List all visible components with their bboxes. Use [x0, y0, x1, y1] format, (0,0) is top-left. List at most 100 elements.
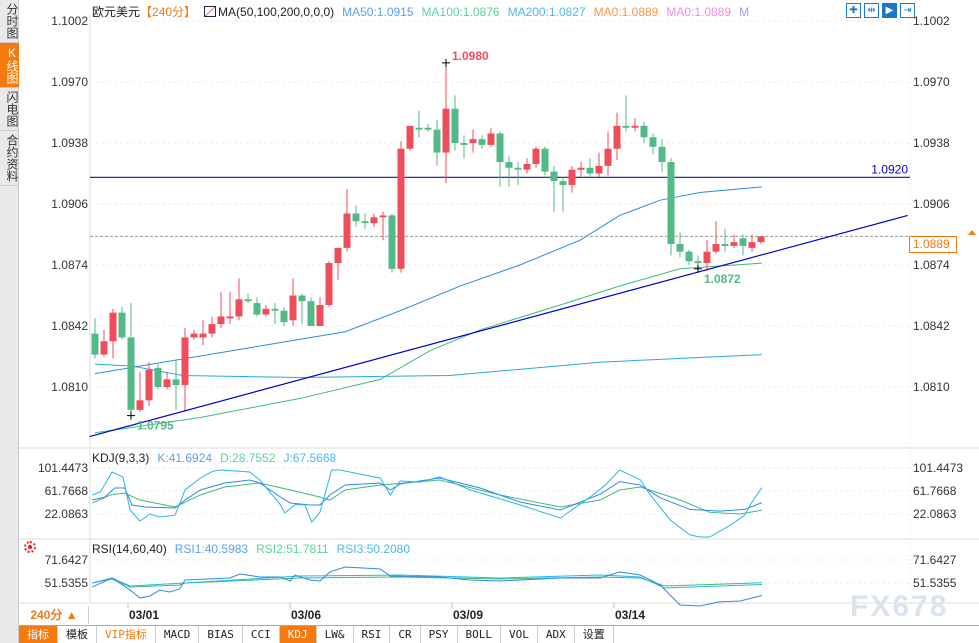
exit-right-icon[interactable]: ⇥	[900, 3, 915, 18]
kdj-tick-right: 61.7668	[913, 484, 957, 498]
trendline	[89, 214, 908, 438]
settings-gear-icon[interactable]	[24, 541, 36, 553]
toolbar-tab[interactable]: 指标	[19, 626, 58, 643]
tab-timeshare[interactable]: 分时图	[0, 0, 19, 43]
rsi-tick-right: 71.6427	[913, 553, 957, 567]
candle	[244, 299, 252, 302]
toolbar-tab[interactable]: KDJ	[279, 626, 317, 643]
candle	[307, 301, 315, 326]
candle	[586, 167, 594, 174]
candle	[487, 133, 495, 145]
fit-range-icon[interactable]: ⇹	[864, 3, 879, 18]
candle	[478, 139, 486, 145]
candle	[370, 217, 378, 224]
toolbar-tab[interactable]: BOLL	[458, 626, 501, 643]
kdj-title[interactable]: KDJ(9,3,3)	[92, 451, 150, 465]
toolbar-tab[interactable]: BIAS	[199, 626, 243, 643]
watermark: FX678	[850, 590, 949, 623]
y-tick-left: 1.0970	[51, 74, 88, 89]
candle	[118, 312, 126, 338]
y-tick-left: 1.0874	[51, 257, 88, 272]
rsi-tick-left: 51.5355	[44, 576, 88, 590]
kdj-d-line	[92, 479, 762, 515]
symbol-name: 欧元美元	[92, 5, 141, 19]
toolbar-tab[interactable]: LW&	[317, 626, 354, 643]
y-tick-left: 1.1002	[51, 14, 88, 28]
candle	[433, 129, 441, 153]
candle	[685, 251, 693, 262]
kdj-legend: KDJ(9,3,3) K:41.6924 D:28.7552 J:67.5668	[92, 451, 336, 465]
ma-chart-icon[interactable]	[204, 6, 217, 17]
rsi-tick-left: 71.6427	[44, 553, 88, 567]
candle	[514, 167, 522, 170]
candle	[739, 238, 747, 246]
ma200-value: MA200:1.0827	[507, 4, 586, 19]
candle	[352, 213, 360, 222]
crosshair-icon[interactable]: ✚	[846, 3, 861, 18]
sidebar: 分时图 K线图 闪电图 合约资料	[0, 0, 19, 643]
candle	[289, 295, 297, 321]
ma200-line	[94, 354, 762, 378]
ma-setting[interactable]: MA(50,100,200,0,0,0)	[218, 4, 335, 19]
extreme-label: 1.0795	[137, 419, 174, 433]
toolbar-tab[interactable]: VOL	[501, 626, 538, 643]
candle	[415, 127, 423, 130]
candle	[604, 148, 612, 166]
candle	[145, 369, 153, 401]
candle	[91, 333, 99, 355]
toolbar-tab[interactable]: CCI	[243, 626, 280, 643]
ma0-value: MA0:1.0889	[593, 4, 659, 19]
candle	[712, 244, 720, 252]
toolbar-tab[interactable]: 设置	[575, 626, 614, 643]
tab-contract-info[interactable]: 合约资料	[0, 131, 19, 186]
toolbar-tab[interactable]: PSY	[421, 626, 458, 643]
tab-flash[interactable]: 闪电图	[0, 88, 19, 131]
kdj-tick-left: 22.0863	[44, 507, 88, 521]
ma50-line	[94, 186, 762, 375]
rsi1: RSI1:40.5983	[174, 542, 249, 556]
horizontal-line-label: 1.0920	[871, 162, 908, 176]
kdj-tick-left: 101.4473	[37, 461, 88, 475]
toolbar-tab[interactable]: VIP指标	[97, 626, 156, 643]
candle	[172, 379, 180, 386]
ma100-line	[94, 262, 762, 434]
candle	[451, 108, 459, 143]
candle	[649, 137, 657, 147]
x-tick-label: 03/06	[291, 608, 322, 622]
y-tick-right: 1.0970	[913, 74, 950, 89]
period-selector[interactable]: 240分 ▲	[20, 606, 89, 624]
candle	[109, 312, 117, 342]
candle	[541, 148, 549, 172]
extreme-label: 1.0980	[452, 49, 489, 63]
x-tick-label: 03/14	[615, 608, 646, 622]
toolbar-tab[interactable]: RSI	[354, 626, 391, 643]
ma-more: M	[739, 4, 750, 19]
rsi2-line	[92, 576, 762, 588]
candle	[325, 263, 333, 306]
y-tick-right: 1.0842	[913, 318, 950, 333]
extreme-label: 1.0872	[704, 272, 741, 286]
candle	[568, 169, 576, 185]
y-tick-right: 1.0810	[913, 379, 950, 394]
candle	[181, 337, 189, 386]
toolbar-tab[interactable]: CR	[390, 626, 421, 643]
y-tick-right: 1.1002	[913, 14, 950, 28]
chart-tools: ✚ ⇹ ▶ ⇥	[846, 3, 915, 18]
candle	[190, 333, 198, 338]
toolbar-tab[interactable]: MACD	[156, 626, 200, 643]
y-tick-right: 1.0938	[913, 135, 950, 150]
indicator-toolbar: 指标 模板 VIP指标 MACD BIAS CCI KDJ LW& RSI CR PSY BOLL VO…	[19, 625, 979, 643]
play-icon[interactable]: ▶	[882, 3, 897, 18]
kdj-j-line	[92, 469, 763, 538]
x-tick-label: 03/01	[129, 608, 160, 622]
toolbar-tab[interactable]: ADX	[538, 626, 575, 643]
toolbar-tab[interactable]: 模板	[58, 626, 97, 643]
candle	[280, 310, 288, 323]
rsi-legend: RSI(14,60,40) RSI1:40.5983 RSI2:51.7811 …	[92, 542, 410, 556]
main-legend: 欧元美元 【240分】 MA(50,100,200,0,0,0) MA50:1.…	[92, 3, 749, 20]
tab-kline[interactable]: K线图	[0, 43, 19, 88]
rsi-title[interactable]: RSI(14,60,40)	[92, 542, 167, 556]
candle	[595, 165, 603, 174]
candle	[397, 148, 405, 269]
